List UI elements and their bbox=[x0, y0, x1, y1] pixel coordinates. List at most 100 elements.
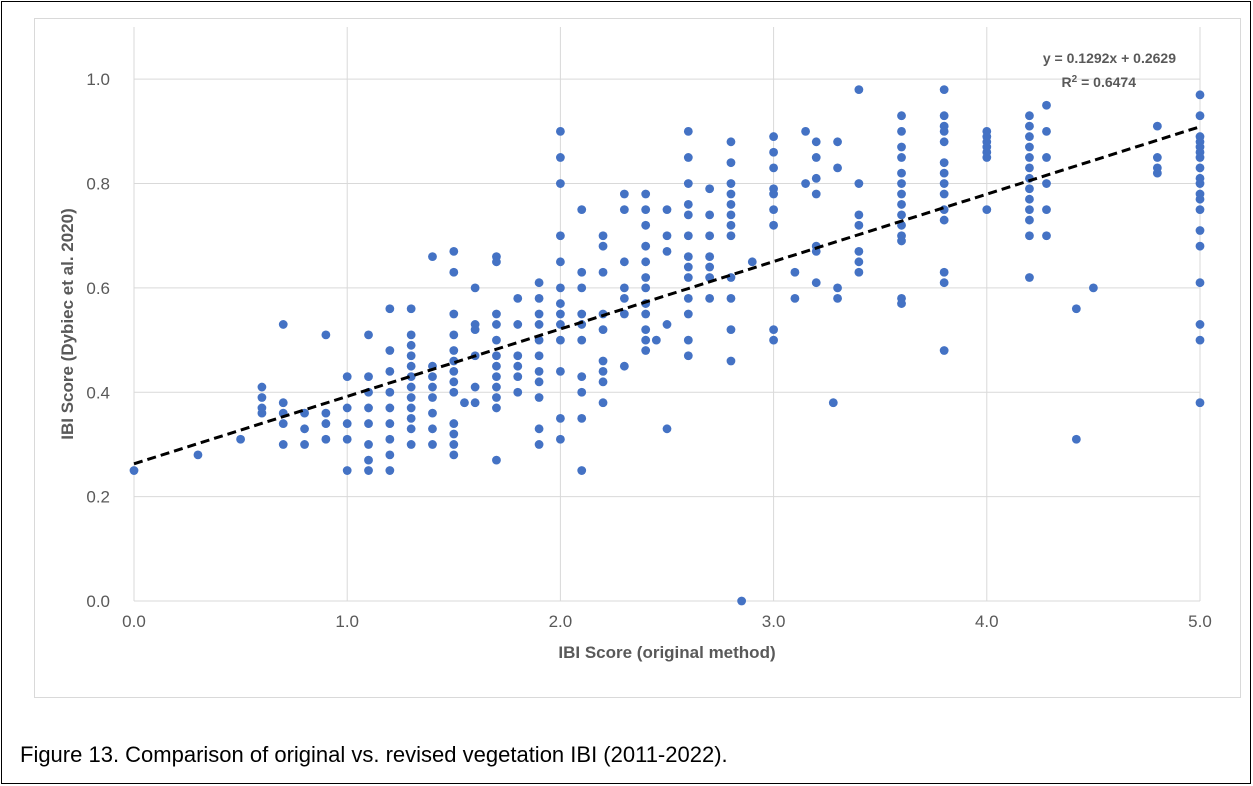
data-point bbox=[1025, 205, 1034, 215]
data-point bbox=[790, 293, 800, 303]
data-point bbox=[939, 267, 949, 277]
x-tick-label: 4.0 bbox=[975, 612, 999, 631]
data-point bbox=[726, 137, 736, 147]
data-point bbox=[683, 231, 693, 241]
data-point bbox=[1195, 278, 1205, 288]
y-tick-label: 0.4 bbox=[86, 383, 110, 402]
data-point bbox=[662, 231, 672, 241]
data-point bbox=[257, 408, 267, 418]
data-point bbox=[342, 466, 352, 475]
data-point bbox=[641, 335, 651, 345]
data-point bbox=[726, 325, 736, 335]
data-point bbox=[364, 330, 373, 340]
chart-area: 0.0 1.0 2.0 3.0 4.0 5.0 0.0 0.2 0.4 0.6 0.8 1.0 IB… bbox=[34, 18, 1241, 698]
data-point bbox=[460, 398, 469, 408]
data-point bbox=[1195, 205, 1205, 215]
data-point bbox=[513, 320, 523, 329]
figure-caption: Figure 13. Comparison of original vs. re… bbox=[20, 742, 728, 767]
data-point bbox=[619, 361, 629, 371]
data-point bbox=[662, 320, 672, 329]
data-point bbox=[385, 466, 395, 475]
data-point bbox=[470, 283, 480, 293]
data-point bbox=[406, 403, 416, 413]
data-point bbox=[577, 335, 587, 345]
data-point bbox=[385, 434, 395, 444]
data-point bbox=[556, 257, 565, 267]
data-point bbox=[1195, 241, 1205, 251]
data-point bbox=[385, 419, 395, 428]
data-point bbox=[364, 372, 373, 382]
data-point bbox=[364, 419, 373, 428]
data-points bbox=[129, 85, 1205, 606]
data-point bbox=[534, 393, 544, 402]
data-point bbox=[385, 346, 395, 355]
data-point bbox=[598, 398, 608, 408]
data-point bbox=[364, 466, 373, 475]
data-point bbox=[428, 440, 437, 449]
data-point bbox=[406, 304, 416, 314]
data-point bbox=[406, 372, 416, 382]
data-point bbox=[982, 153, 992, 162]
data-point bbox=[598, 377, 608, 387]
x-tick-label: 5.0 bbox=[1188, 612, 1212, 631]
data-point bbox=[428, 424, 437, 434]
data-point bbox=[833, 293, 842, 303]
y-axis-title: IBI Score (Dybiec et al. 2020) bbox=[58, 208, 77, 440]
y-tick-label: 1.0 bbox=[86, 70, 110, 89]
data-point bbox=[321, 408, 331, 418]
x-tick-label: 3.0 bbox=[762, 612, 786, 631]
data-point bbox=[939, 137, 949, 147]
data-point bbox=[726, 220, 736, 230]
data-point bbox=[492, 309, 501, 319]
data-point bbox=[492, 335, 501, 345]
data-point bbox=[278, 320, 288, 329]
data-point bbox=[449, 440, 459, 449]
data-point bbox=[1195, 111, 1205, 121]
data-point bbox=[854, 179, 864, 188]
data-point bbox=[1025, 194, 1034, 204]
data-point bbox=[428, 393, 437, 402]
data-point bbox=[790, 267, 800, 277]
data-point bbox=[492, 455, 501, 465]
data-point bbox=[577, 413, 587, 423]
data-point bbox=[428, 252, 437, 261]
data-point bbox=[513, 351, 523, 361]
data-point bbox=[193, 450, 203, 460]
data-point bbox=[939, 111, 949, 121]
data-point bbox=[726, 356, 736, 366]
data-point bbox=[556, 367, 565, 376]
data-point bbox=[683, 335, 693, 345]
data-point bbox=[513, 361, 523, 371]
data-point bbox=[556, 179, 565, 188]
data-point bbox=[683, 200, 693, 209]
data-point bbox=[897, 200, 906, 209]
scatter-chart: 0.0 1.0 2.0 3.0 4.0 5.0 0.0 0.2 0.4 0.6 0.8 1.0 IB… bbox=[58, 27, 1212, 662]
data-point bbox=[556, 320, 565, 329]
data-point bbox=[683, 126, 693, 136]
data-point bbox=[257, 393, 267, 402]
data-point bbox=[747, 257, 757, 267]
data-point bbox=[534, 424, 544, 434]
data-point bbox=[492, 372, 501, 382]
x-axis-ticks: 0.0 1.0 2.0 3.0 4.0 5.0 bbox=[122, 612, 1212, 631]
data-point bbox=[811, 189, 821, 199]
data-point bbox=[1025, 215, 1034, 225]
data-point bbox=[769, 325, 778, 335]
data-point bbox=[492, 320, 501, 329]
data-point bbox=[726, 200, 736, 209]
data-point bbox=[449, 330, 459, 340]
data-point bbox=[342, 372, 352, 382]
data-point bbox=[662, 424, 672, 434]
data-point bbox=[705, 231, 715, 241]
data-point bbox=[1195, 90, 1205, 100]
data-point bbox=[577, 466, 587, 475]
data-point bbox=[897, 126, 906, 136]
data-point bbox=[385, 450, 395, 460]
data-point bbox=[534, 320, 544, 329]
data-point bbox=[1025, 184, 1034, 194]
data-point bbox=[278, 398, 288, 408]
data-point bbox=[321, 434, 331, 444]
data-point bbox=[939, 85, 949, 95]
data-point bbox=[449, 429, 459, 439]
data-point bbox=[1195, 163, 1205, 173]
